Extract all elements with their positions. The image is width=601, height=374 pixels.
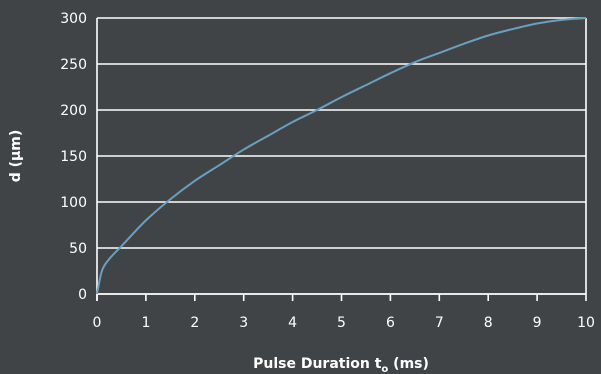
- x-tick-label: 10: [577, 315, 595, 331]
- x-axis-title-unit: (ms): [388, 356, 429, 372]
- x-axis-title-main: Pulse Duration t: [253, 356, 382, 372]
- series-line: [96, 17, 587, 295]
- x-axis-title-subscript: o: [381, 364, 388, 374]
- y-tick-label: 300: [60, 11, 87, 27]
- y-tick-label: 200: [60, 103, 87, 119]
- x-tick-label: 4: [288, 315, 297, 331]
- x-tick-label: 8: [484, 315, 493, 331]
- y-tick-label: 150: [60, 149, 87, 165]
- x-tick-label: 5: [337, 315, 346, 331]
- x-tick-label: 3: [239, 315, 248, 331]
- x-tick-label: 2: [190, 315, 199, 331]
- y-axis-ticks: 0 50 100 150 200 250 300: [60, 11, 87, 303]
- y-tick-label: 50: [69, 241, 87, 257]
- x-tick-label: 7: [435, 315, 444, 331]
- x-tick-label: 6: [386, 315, 395, 331]
- y-tick-label: 100: [60, 195, 87, 211]
- x-tick-label: 9: [533, 315, 542, 331]
- y-axis-title: d (µm): [8, 130, 24, 183]
- x-tick-label: 1: [141, 315, 150, 331]
- x-axis-title: Pulse Duration to (ms): [253, 356, 429, 374]
- x-axis-ticks: 0 1 2 3 4 5 6 7 8 9 10: [93, 294, 595, 331]
- y-tick-label: 250: [60, 57, 87, 73]
- y-tick-label: 0: [78, 287, 87, 303]
- x-tick-label: 0: [93, 315, 102, 331]
